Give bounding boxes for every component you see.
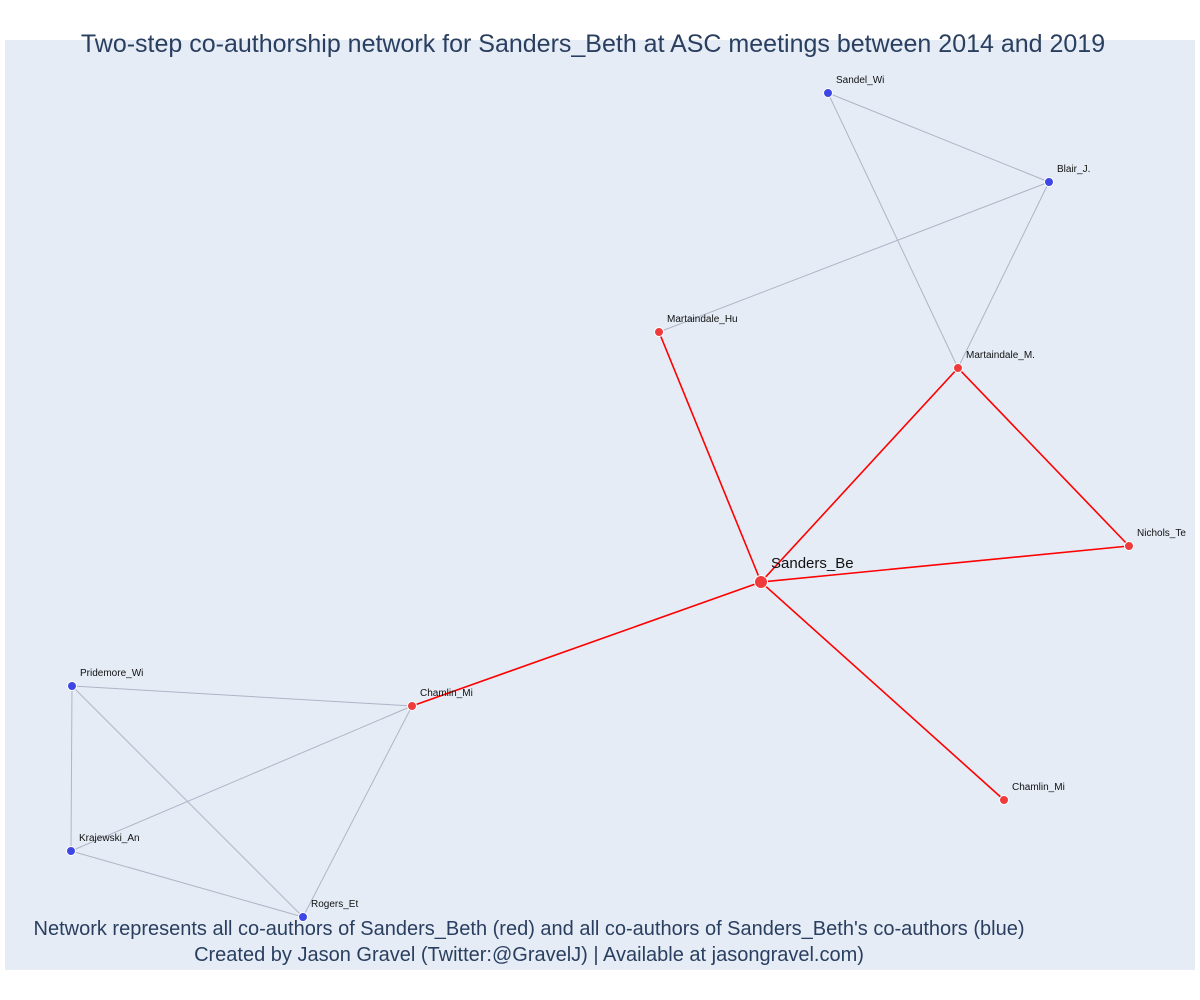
edge-sandel_wi-martaindale_m (827, 92, 959, 369)
edge-pridemore_wi-krajewski_an (70, 685, 73, 852)
nodes-layer (66, 88, 1134, 922)
node-label-martaindale_hu: Martaindale_Hu (667, 314, 738, 325)
caption-line-1: Network represents all co-authors of San… (33, 918, 1025, 940)
chart-title: Two-step co-authorship network for Sande… (80, 30, 1106, 58)
edge-blair_j-martaindale_hu (658, 181, 1050, 333)
node-label-chamlin_mi_1: Chamlin_Mi (420, 688, 473, 699)
node-label-rogers_et: Rogers_Et (311, 899, 358, 910)
edge-rogers_et-chamlin_mi_1 (302, 705, 413, 918)
edge-martaindale_m-nichols_te (957, 367, 1130, 547)
edges-layer (70, 92, 1130, 918)
edge-sandel_wi-blair_j (827, 92, 1050, 183)
node-label-sanders_be: Sanders_Be (771, 555, 854, 572)
edge-krajewski_an-chamlin_mi_1 (70, 705, 413, 852)
node-label-nichols_te: Nichols_Te (1137, 528, 1186, 539)
labels-layer: Sanders_Be Martaindale_Hu Martaindale_M. Ni… (79, 75, 1186, 910)
caption-line-2: Created by Jason Gravel (Twitter:@Gravel… (194, 944, 864, 966)
node-martaindale_hu[interactable] (654, 327, 664, 337)
edge-blair_j-martaindale_m (957, 181, 1050, 369)
edge-sanders_be-martaindale_hu (658, 331, 762, 583)
node-blair_j[interactable] (1044, 177, 1054, 187)
node-chamlin_mi_1[interactable] (407, 701, 417, 711)
edge-sanders_be-chamlin_mi_1 (411, 581, 762, 707)
node-sandel_wi[interactable] (823, 88, 833, 98)
node-martaindale_m[interactable] (953, 363, 963, 373)
node-rogers_et[interactable] (298, 912, 308, 922)
edge-krajewski_an-rogers_et (70, 850, 304, 918)
plot-background (5, 40, 1195, 970)
edge-sanders_be-chamlin_mi_2 (760, 581, 1005, 801)
node-chamlin_mi_2[interactable] (999, 795, 1009, 805)
edge-pridemore_wi-chamlin_mi_1 (71, 685, 413, 707)
edge-sanders_be-nichols_te (760, 545, 1130, 583)
node-krajewski_an[interactable] (66, 846, 76, 856)
node-label-krajewski_an: Krajewski_An (79, 833, 140, 844)
node-label-pridemore_wi: Pridemore_Wi (80, 668, 143, 679)
node-label-sandel_wi: Sandel_Wi (836, 75, 884, 86)
node-label-martaindale_m: Martaindale_M. (966, 350, 1035, 361)
node-pridemore_wi[interactable] (67, 681, 77, 691)
edge-sanders_be-martaindale_m (760, 367, 959, 583)
node-label-blair_j: Blair_J. (1057, 164, 1090, 175)
node-label-chamlin_mi_2: Chamlin_Mi (1012, 782, 1065, 793)
node-sanders_be[interactable] (754, 575, 768, 589)
node-nichols_te[interactable] (1124, 541, 1134, 551)
